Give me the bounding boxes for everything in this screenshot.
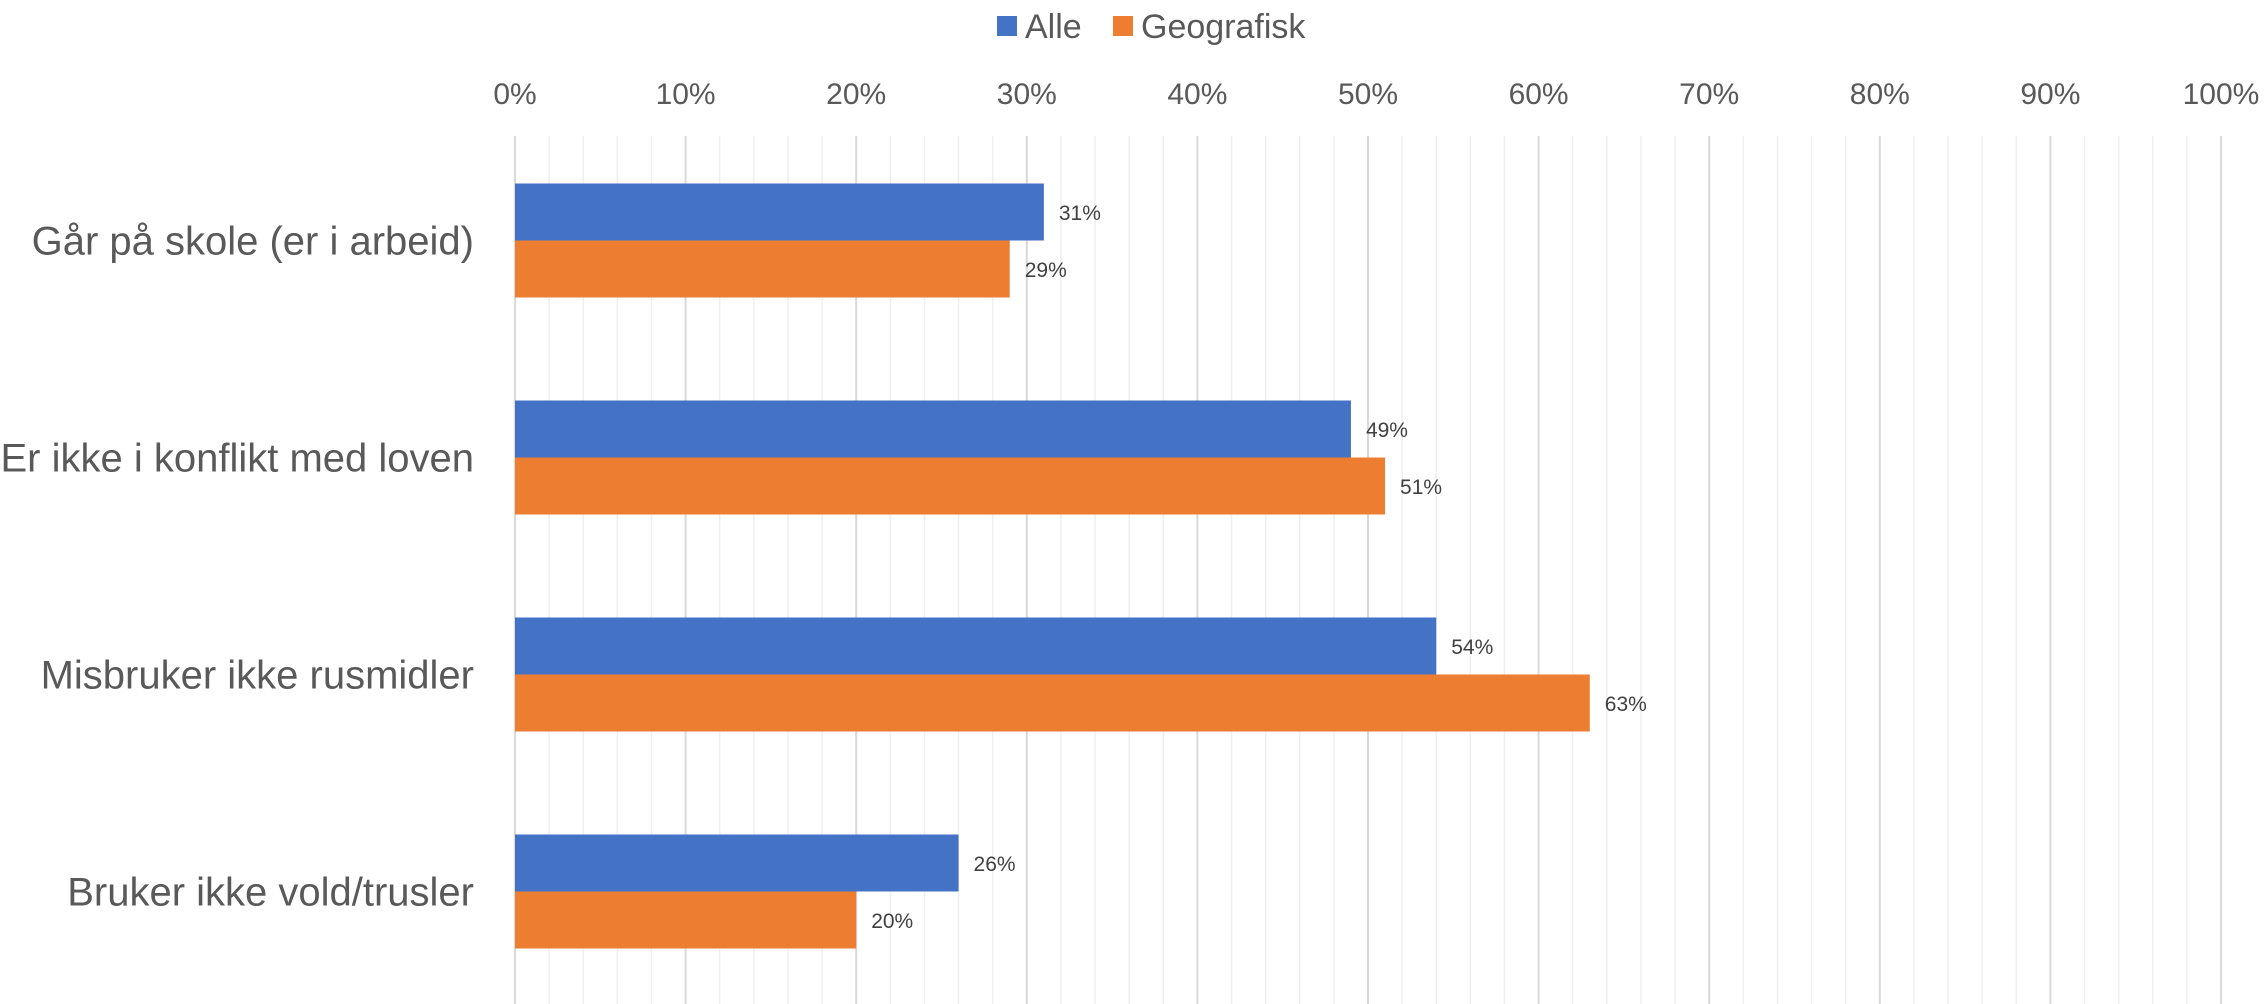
data-label: 63% [1605,693,1647,716]
x-tick-label: 50% [1338,78,1398,111]
legend-label: Geografisk [1141,8,1306,46]
bar-geografisk [515,240,1010,298]
data-label: 49% [1366,419,1408,442]
legend-swatch [997,16,1017,36]
x-tick-label: 0% [493,78,536,111]
category-labels: Går på skole (er i arbeid) Er ikke i konf… [0,220,474,915]
bars [515,183,1590,949]
x-axis-ticks: 0% 10% 20% 30% 40% 50% 60% 70% 80% 90% 100% [493,78,2259,111]
x-tick-label: 20% [826,78,886,111]
x-tick-label: 70% [1679,78,1739,111]
legend: Alle Geografisk [997,8,1306,46]
bar-alle [515,400,1351,458]
data-label: 20% [871,910,913,933]
x-tick-label: 40% [1167,78,1227,111]
data-label: 26% [974,853,1016,876]
category-label: Går på skole (er i arbeid) [32,220,474,264]
x-tick-label: 100% [2183,78,2260,111]
data-label: 54% [1451,636,1493,659]
bar-alle [515,834,959,892]
data-labels: 31% 29% 49% 51% 54% 63% 26% 20% [871,202,1647,933]
bar-geografisk [515,891,857,949]
data-label: 31% [1059,202,1101,225]
bar-alle [515,183,1044,241]
category-label: Misbruker ikke rusmidler [41,654,474,698]
bar-alle [515,617,1437,675]
x-tick-label: 90% [2020,78,2080,111]
legend-label: Alle [1025,8,1082,46]
x-tick-label: 30% [997,78,1057,111]
category-label: Er ikke i konflikt med loven [0,437,474,481]
x-tick-label: 60% [1509,78,1569,111]
category-label: Bruker ikke vold/trusler [67,871,474,915]
x-tick-label: 80% [1850,78,1910,111]
legend-swatch [1113,16,1133,36]
bar-geografisk [515,674,1590,732]
data-label: 51% [1400,476,1442,499]
x-tick-label: 10% [656,78,716,111]
data-label: 29% [1025,259,1067,282]
bar-geografisk [515,457,1386,515]
